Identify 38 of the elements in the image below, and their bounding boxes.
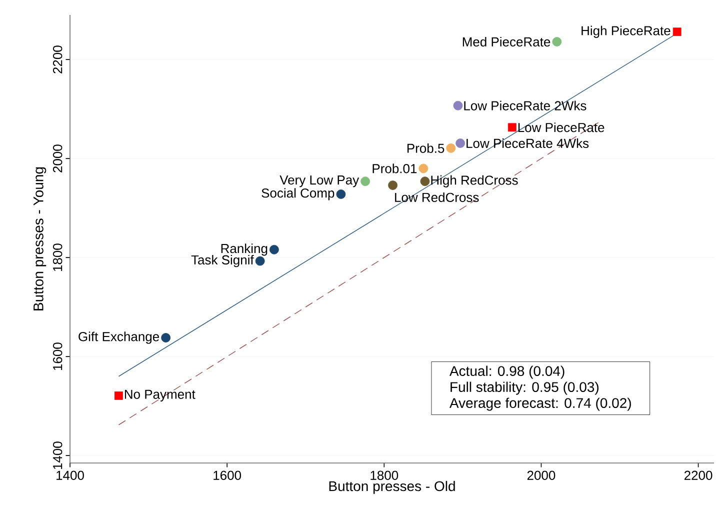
x-tick-label: 1600 xyxy=(214,470,242,480)
y-tick-label: 2000 xyxy=(53,144,62,172)
point xyxy=(456,138,466,148)
point xyxy=(418,164,428,174)
x-axis-title: Button presses - Old xyxy=(329,480,455,494)
annotation: Ranking xyxy=(221,244,268,256)
x-tick-label: 1800 xyxy=(370,470,398,480)
point xyxy=(270,244,279,254)
x-tick-label: 2000 xyxy=(527,470,556,480)
annotation: Med PieceRate xyxy=(462,36,550,46)
point xyxy=(360,176,370,186)
point xyxy=(420,176,430,186)
y-tick-label: 1600 xyxy=(53,342,62,370)
point xyxy=(114,391,123,400)
point xyxy=(388,180,398,190)
point xyxy=(508,123,516,132)
annotation: High PieceRate xyxy=(582,26,670,38)
annotation: Task Signif xyxy=(191,254,254,268)
point xyxy=(672,28,682,36)
point xyxy=(446,143,456,153)
y-tick-label: 1800 xyxy=(53,244,62,272)
y-axis-title: Button presses - Young xyxy=(34,167,46,310)
annotation: Prob.01 xyxy=(372,164,417,174)
x-tick-label: 2200 xyxy=(684,470,712,480)
point xyxy=(336,189,346,199)
point xyxy=(255,256,265,266)
annotation: Social Comp xyxy=(262,188,334,200)
annotation: Full stability: 0.95 (0.03) xyxy=(450,382,598,395)
annotation: Prob.5 xyxy=(407,143,444,153)
annotation: Average forecast: 0.74 (0.02) xyxy=(450,398,631,411)
annotation: Actual: 0.98 (0.04) xyxy=(450,366,564,379)
point xyxy=(161,333,171,342)
point xyxy=(552,37,562,46)
annotation: Very Low Pay xyxy=(280,176,360,188)
y-tick-label: 2200 xyxy=(53,46,62,74)
annotation: Gift Exchange xyxy=(78,332,160,344)
annotation: No Payment xyxy=(124,390,196,402)
point xyxy=(453,100,463,110)
